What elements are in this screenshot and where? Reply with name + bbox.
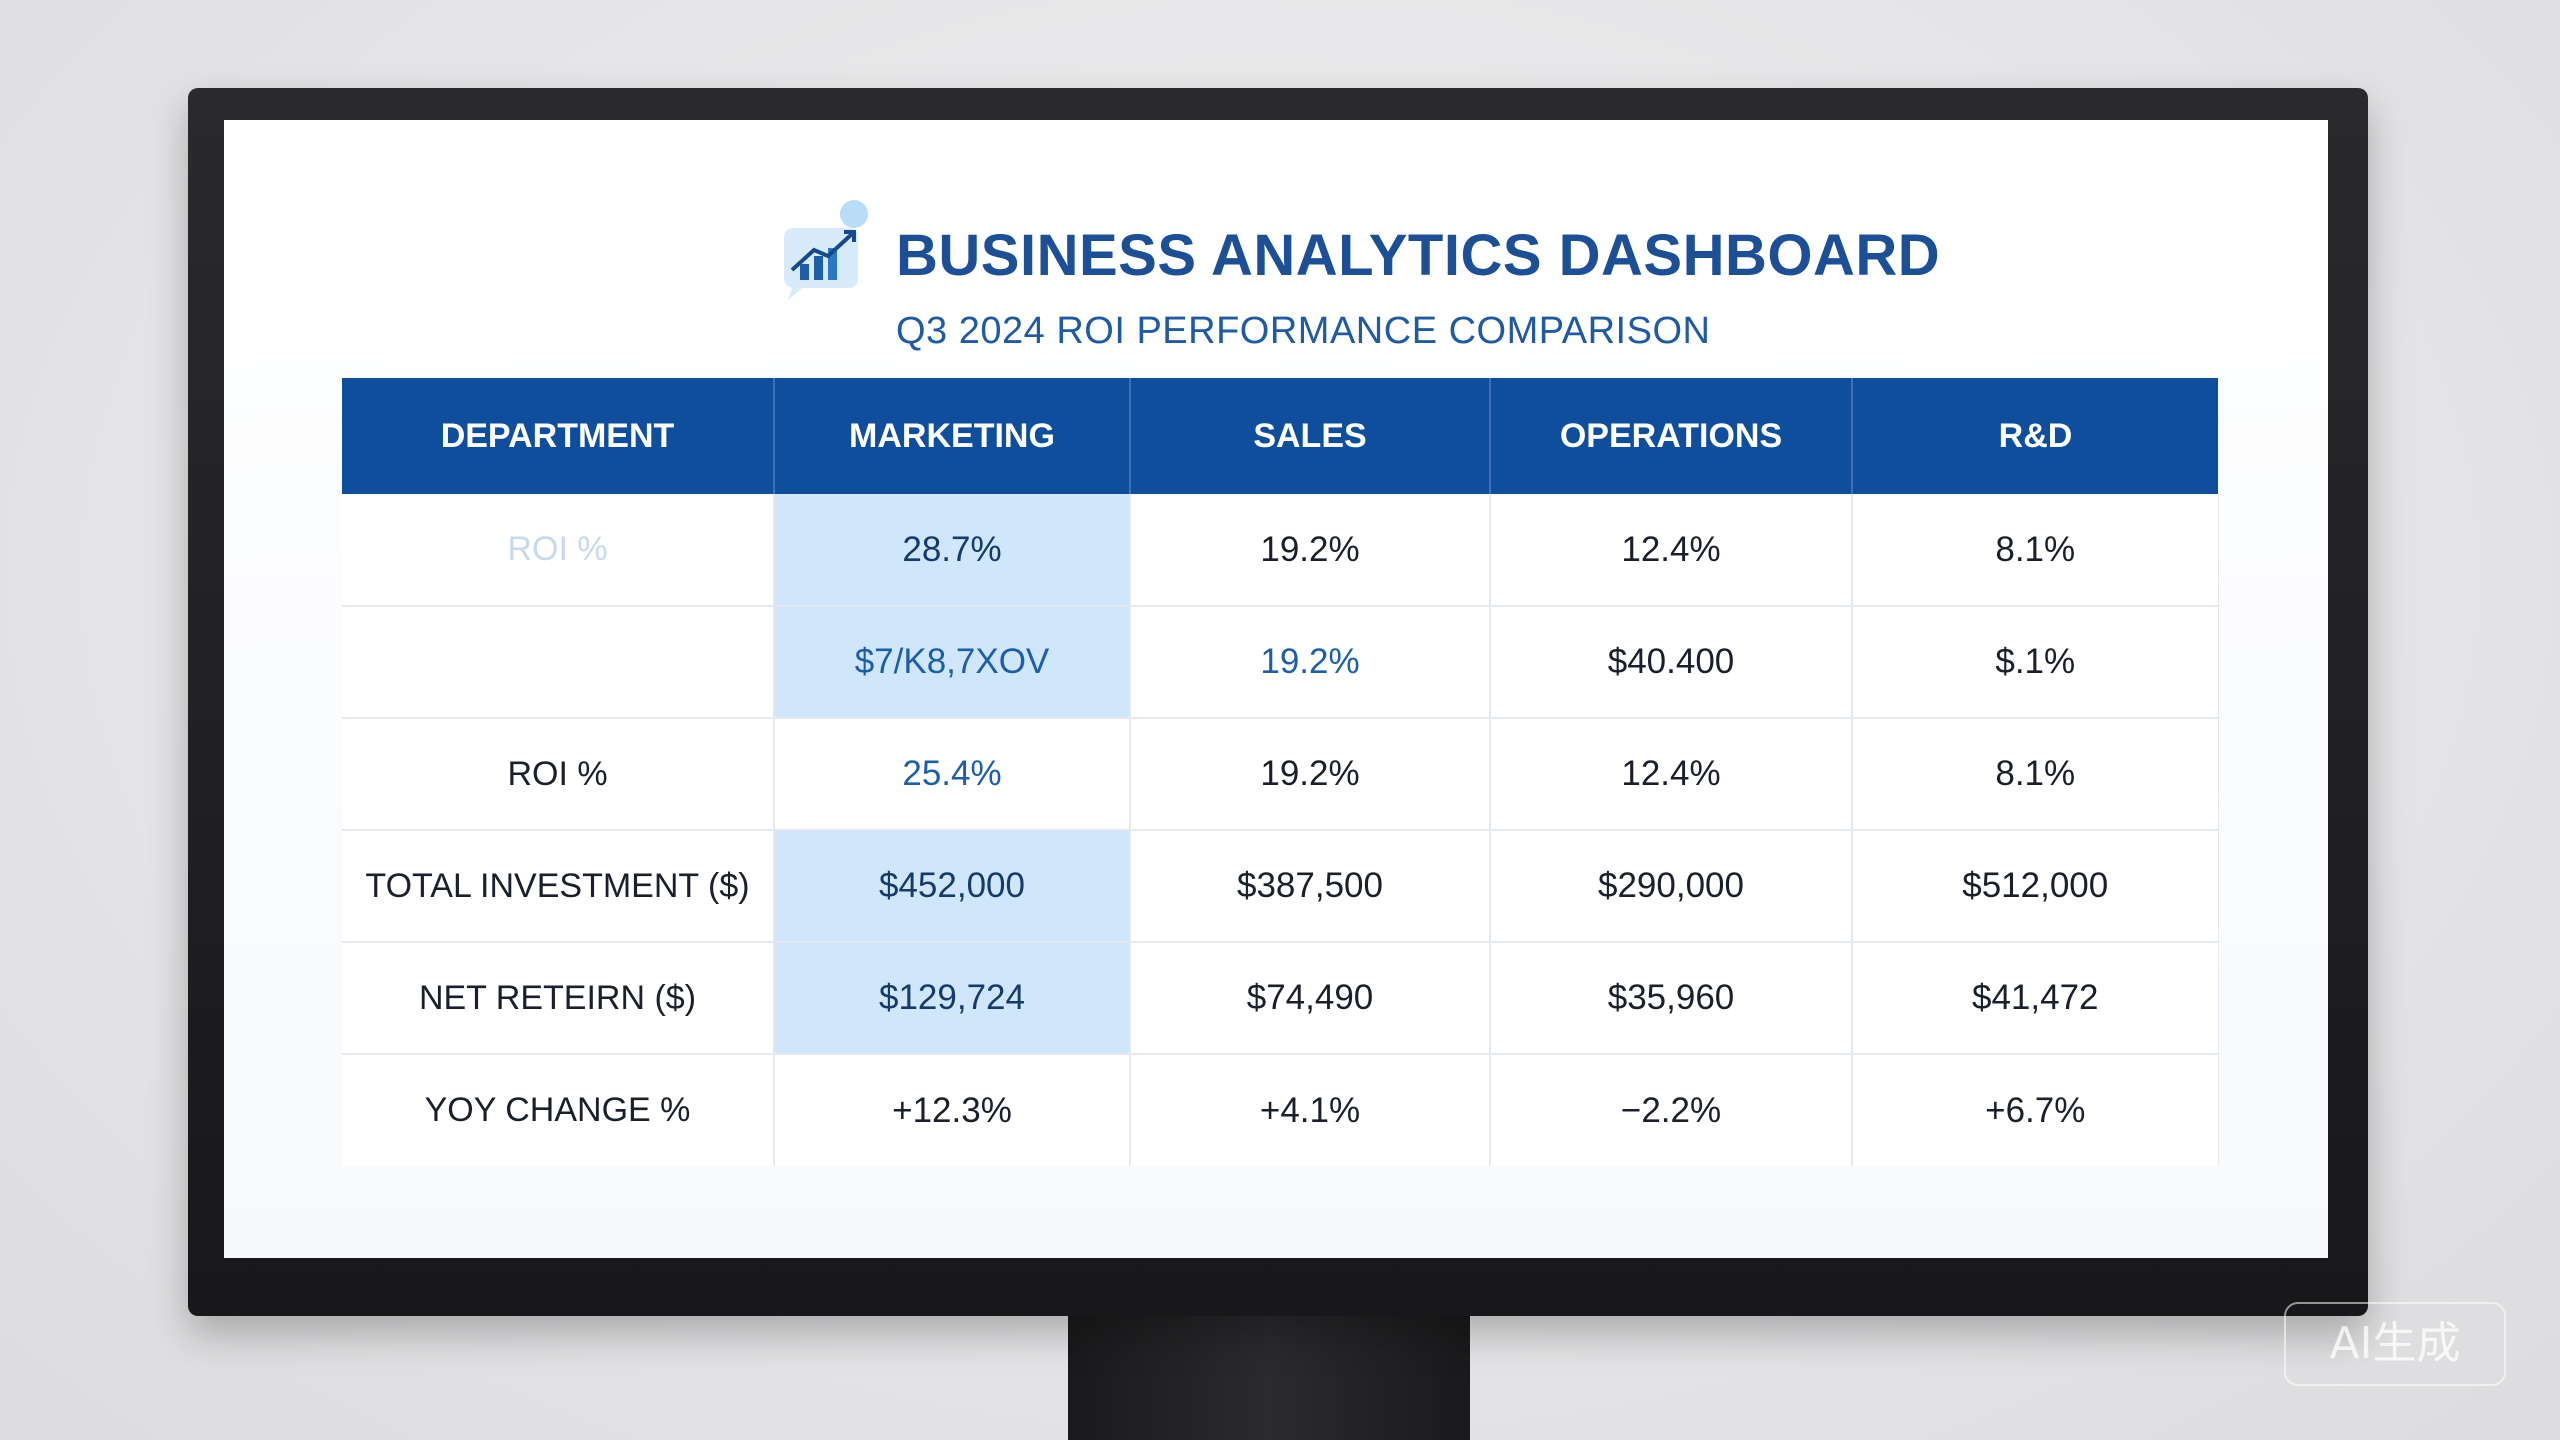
table-cell: +6.7% [1852, 1054, 2219, 1166]
table-cell: 8.1% [1852, 718, 2219, 831]
row-label: ROI % [342, 718, 775, 831]
page-subtitle: Q3 2024 ROI PERFORMANCE COMPARISON [896, 310, 1711, 352]
col-header-department[interactable]: DEPARTMENT [342, 378, 775, 494]
table-cell: $74,490 [1130, 942, 1491, 1055]
table-header-row: DEPARTMENT MARKETING SALES OPERATIONS R&… [342, 378, 2218, 494]
col-header-rnd[interactable]: R&D [1852, 378, 2218, 494]
dashboard-header: BUSINESS ANALYTICS DASHBOARD Q3 2024 ROI… [224, 198, 2328, 378]
table-row: NET RETEIRN ($) $129,724 $74,490 $35,960… [342, 942, 2219, 1055]
page-title: BUSINESS ANALYTICS DASHBOARD [896, 223, 1941, 288]
table-cell: $512,000 [1852, 830, 2219, 943]
table-cell: 19.2% [1130, 494, 1491, 607]
table-cell: $129,724 [774, 942, 1131, 1055]
table-row: YOY CHANGE % +12.3% +4.1% −2.2% +6.7% [342, 1054, 2219, 1166]
table-cell: 19.2% [1130, 718, 1491, 831]
table-cell: $387,500 [1130, 830, 1491, 943]
row-label: TOTAL INVESTMENT ($) [342, 830, 775, 943]
dashboard-screen: BUSINESS ANALYTICS DASHBOARD Q3 2024 ROI… [224, 120, 2328, 1258]
table-cell: $7/K8,7XOV [774, 606, 1131, 719]
col-header-marketing[interactable]: MARKETING [774, 378, 1131, 494]
table-cell: +12.3% [774, 1054, 1131, 1166]
table-cell: 12.4% [1490, 718, 1853, 831]
table-row: ROI % 28.7% 19.2% 12.4% 8.1% [342, 494, 2219, 607]
table-row: TOTAL INVESTMENT ($) $452,000 $387,500 $… [342, 830, 2219, 943]
roi-table: DEPARTMENT MARKETING SALES OPERATIONS R&… [342, 378, 2219, 1166]
monitor-bezel: BUSINESS ANALYTICS DASHBOARD Q3 2024 ROI… [188, 88, 2368, 1316]
row-label: NET RETEIRN ($) [342, 942, 775, 1055]
row-label: ROI % [342, 494, 775, 607]
table-cell: $290,000 [1490, 830, 1853, 943]
table-cell: 28.7% [774, 494, 1131, 607]
table-cell: +4.1% [1130, 1054, 1491, 1166]
table-cell: $452,000 [774, 830, 1131, 943]
table-row: $7/K8,7XOV 19.2% $40.400 $.1% [342, 606, 2219, 719]
table-cell: $40.400 [1490, 606, 1853, 719]
table-cell: 8.1% [1852, 494, 2219, 607]
table-cell: $.1% [1852, 606, 2219, 719]
watermark-label: AI生成 [2284, 1302, 2506, 1386]
table-row: ROI % 25.4% 19.2% 12.4% 8.1% [342, 718, 2219, 831]
bar-chart-growth-icon [784, 200, 868, 300]
table-cell: $41,472 [1852, 942, 2219, 1055]
table-cell: 19.2% [1130, 606, 1491, 719]
table-cell: −2.2% [1490, 1054, 1853, 1166]
table-cell: $35,960 [1490, 942, 1853, 1055]
monitor-stand [1068, 1312, 1470, 1440]
col-header-operations[interactable]: OPERATIONS [1490, 378, 1853, 494]
row-label [342, 606, 775, 719]
row-label: YOY CHANGE % [342, 1054, 775, 1166]
col-header-sales[interactable]: SALES [1130, 378, 1491, 494]
table-cell: 12.4% [1490, 494, 1853, 607]
table-cell: 25.4% [774, 718, 1131, 831]
